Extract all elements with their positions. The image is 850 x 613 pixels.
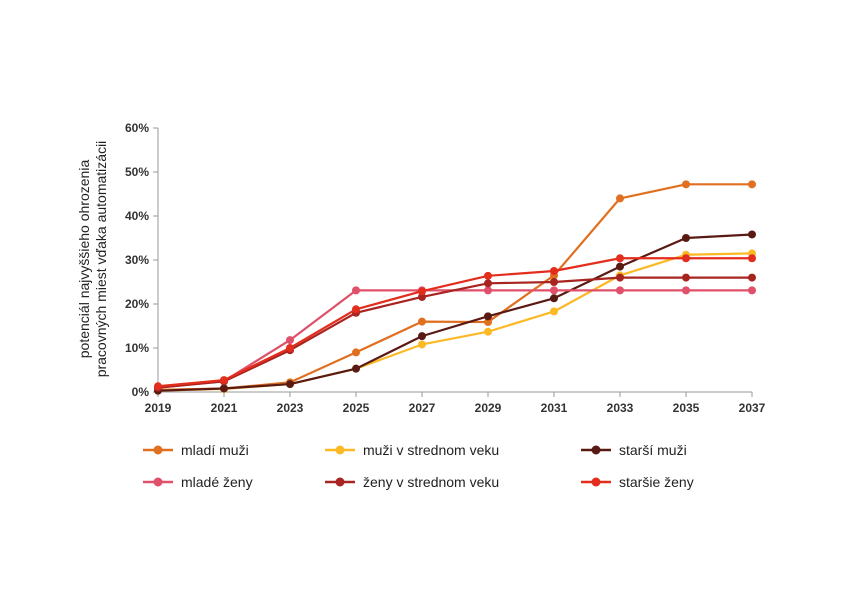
y-tick-label: 40% xyxy=(125,209,149,223)
data-point xyxy=(616,286,624,295)
data-point xyxy=(484,327,492,336)
data-point xyxy=(286,380,294,389)
legend-marker xyxy=(153,445,163,455)
data-point xyxy=(682,234,690,242)
legend-marker xyxy=(335,477,345,487)
series-lines xyxy=(154,180,756,395)
data-point xyxy=(682,273,690,282)
data-point xyxy=(418,332,426,341)
legend-item: staršie ženy xyxy=(581,474,694,490)
data-point xyxy=(220,376,228,385)
data-point xyxy=(418,287,426,296)
data-point xyxy=(616,273,624,282)
x-tick-label: 2029 xyxy=(475,401,502,415)
x-tick-label: 2025 xyxy=(343,401,370,415)
data-point xyxy=(286,344,294,352)
legend-label: mladé ženy xyxy=(181,474,253,490)
data-point xyxy=(748,230,756,239)
legend-item: starší muži xyxy=(581,442,687,458)
data-point xyxy=(550,307,558,316)
series-line xyxy=(157,183,752,391)
x-axis: 2019 2021 2023 2025 2027 2029 2031 2033 2035 2037 xyxy=(145,391,766,415)
data-point xyxy=(484,279,492,288)
data-point xyxy=(418,340,426,349)
data-point xyxy=(682,180,690,189)
x-tick-label: 2031 xyxy=(541,401,568,415)
data-point xyxy=(220,384,228,393)
x-tick-label: 2037 xyxy=(739,401,766,415)
legend-item: muži v strednom veku xyxy=(325,442,499,458)
data-point xyxy=(286,336,294,345)
legend-item: mladí muži xyxy=(143,442,249,458)
y-tick-label: 30% xyxy=(125,253,149,267)
data-point xyxy=(484,286,492,295)
legend-marker xyxy=(591,445,601,455)
data-point xyxy=(550,286,558,295)
x-tick-label: 2035 xyxy=(673,401,700,415)
data-point xyxy=(484,271,492,280)
x-tick-label: 2033 xyxy=(607,401,634,415)
legend-label: muži v strednom veku xyxy=(363,442,499,458)
data-point xyxy=(616,254,624,263)
data-point xyxy=(154,382,162,391)
y-tick-label: 0% xyxy=(132,385,150,399)
series-line xyxy=(157,276,752,389)
series-line xyxy=(157,233,753,392)
data-point xyxy=(682,286,690,295)
data-point xyxy=(418,292,426,301)
data-point xyxy=(550,267,558,275)
data-point xyxy=(550,278,558,286)
data-point xyxy=(352,286,360,295)
y-tick-label: 50% xyxy=(125,165,149,179)
series-1 xyxy=(154,180,756,394)
legend-label: staršie ženy xyxy=(619,474,694,490)
y-axis-title: potenciál najvyššieho ohrozenia pracovný… xyxy=(76,141,109,378)
data-point xyxy=(748,254,756,263)
series-6 xyxy=(154,254,756,391)
legend: mladí muži muži v strednom veku starší muž… xyxy=(143,442,694,490)
data-point xyxy=(616,194,624,203)
series-line xyxy=(157,257,752,388)
data-point xyxy=(484,318,492,327)
legend-marker xyxy=(153,477,163,487)
y-tick-label: 10% xyxy=(125,341,149,355)
data-point xyxy=(418,317,426,326)
data-point xyxy=(550,294,558,303)
legend-label: ženy v strednom veku xyxy=(363,474,499,490)
y-axis: 0% 10% 20% 30% 40% 50% 60% xyxy=(125,121,159,399)
y-tick-label: 60% xyxy=(125,121,149,135)
legend-item: ženy v strednom veku xyxy=(325,474,499,490)
data-point xyxy=(352,305,360,314)
legend-marker xyxy=(335,445,345,455)
data-point xyxy=(748,286,756,295)
data-point xyxy=(748,180,756,189)
legend-label: mladí muži xyxy=(181,442,249,458)
data-point xyxy=(352,348,360,357)
legend-marker xyxy=(591,477,601,487)
x-tick-label: 2023 xyxy=(277,401,304,415)
x-tick-label: 2021 xyxy=(211,401,238,415)
data-point xyxy=(682,254,690,263)
y-axis-title-line-1: potenciál najvyššieho ohrozenia xyxy=(76,160,92,359)
data-point xyxy=(616,262,624,271)
legend-item: mladé ženy xyxy=(143,474,253,490)
y-tick-label: 20% xyxy=(125,297,149,311)
data-point xyxy=(748,273,756,282)
x-tick-label: 2027 xyxy=(409,401,436,415)
x-tick-label: 2019 xyxy=(145,401,172,415)
data-point xyxy=(352,364,360,373)
data-point xyxy=(484,312,492,321)
y-axis-title-line-2: pracovných miest vďaka automatizácii xyxy=(93,141,109,378)
legend-label: starší muži xyxy=(619,442,687,458)
